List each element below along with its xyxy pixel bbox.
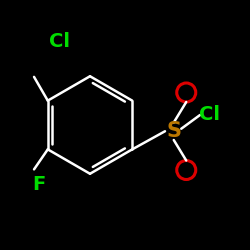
Text: S: S (166, 121, 181, 141)
Text: Cl: Cl (50, 32, 70, 51)
Text: Cl: Cl (200, 106, 220, 124)
Text: F: F (32, 176, 46, 195)
